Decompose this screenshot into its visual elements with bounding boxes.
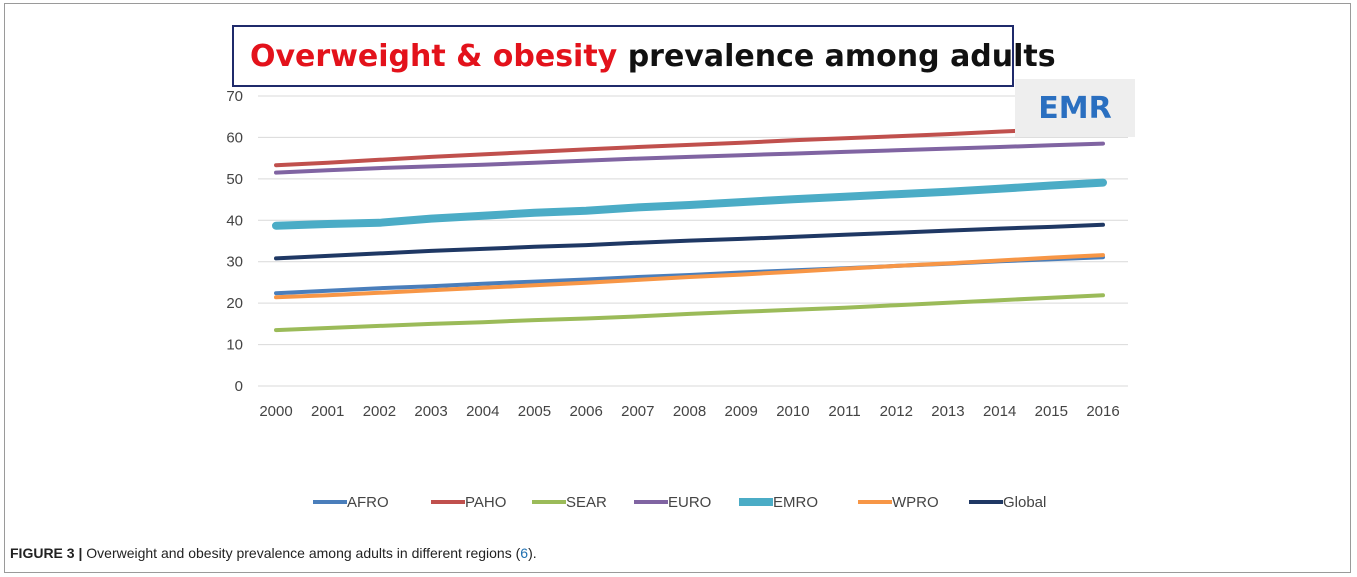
legend-label-sear: SEAR [566,494,607,511]
series-line-sear [274,293,1105,333]
legend-label-wpro: WPRO [892,494,939,511]
x-tick-label: 2015 [1035,403,1068,420]
caption-reference-link[interactable]: 6 [520,545,529,561]
y-tick-label: 60 [226,129,243,146]
y-tick-label: 0 [235,378,243,395]
series-line-global [274,222,1105,261]
legend-label-afro: AFRO [347,494,389,511]
y-tick-label: 50 [226,171,243,188]
x-tick-label: 2001 [311,403,344,420]
series-line-euro [274,141,1105,175]
x-tick-label: 2007 [621,403,654,420]
caption-label: FIGURE 3 | [10,545,83,561]
chart-title-rest: prevalence among adults [617,38,1056,74]
y-axis-ticks: 0 10 20 30 40 50 60 70 [226,88,243,395]
figure-frame [4,3,1351,573]
caption-text: Overweight and obesity prevalence among … [82,545,521,561]
x-tick-label: 2003 [414,403,447,420]
x-tick-label: 2005 [518,403,551,420]
y-tick-label: 20 [226,295,243,312]
x-tick-label: 2000 [259,403,292,420]
legend-label-paho: PAHO [465,494,506,511]
x-tick-label: 2006 [569,403,602,420]
x-tick-label: 2011 [828,403,860,420]
y-tick-label: 70 [226,88,243,105]
legend-label-emro: EMRO [773,494,818,511]
y-tick-label: 40 [226,212,243,229]
x-tick-label: 2016 [1086,403,1119,420]
legend-label-euro: EURO [668,494,711,511]
chart-title: Overweight & obesity prevalence among ad… [232,25,1056,87]
x-tick-label: 2004 [466,403,499,420]
x-tick-label: 2014 [983,403,1016,420]
x-tick-label: 2008 [673,403,706,420]
caption-end: ). [528,545,537,561]
chart-title-highlight: Overweight & obesity [250,38,618,74]
y-tick-label: 10 [226,337,243,354]
x-axis-ticks: 2000 2001 2002 2003 2004 2005 2006 2007 2008 2009… [259,403,1119,420]
emr-badge: EMR [1015,79,1135,137]
series-line-paho [274,125,1105,168]
x-tick-label: 2002 [363,403,396,420]
x-tick-label: 2012 [880,403,913,420]
legend: AFRO PAHO SEAR EURO EMRO WPRO Global [313,494,1046,511]
y-tick-label: 30 [226,254,243,271]
figure-caption: FIGURE 3 | Overweight and obesity preval… [10,545,537,561]
series-lines [272,125,1107,333]
series-line-emro [272,178,1107,230]
legend-label-global: Global [1003,494,1046,511]
x-tick-label: 2009 [725,403,758,420]
series-line-wpro [274,253,1105,300]
x-tick-label: 2013 [931,403,964,420]
x-tick-label: 2010 [776,403,809,420]
